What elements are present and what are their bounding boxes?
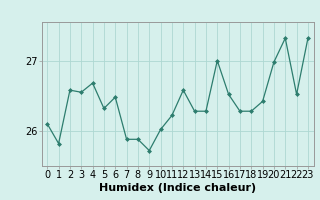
X-axis label: Humidex (Indice chaleur): Humidex (Indice chaleur): [99, 183, 256, 193]
